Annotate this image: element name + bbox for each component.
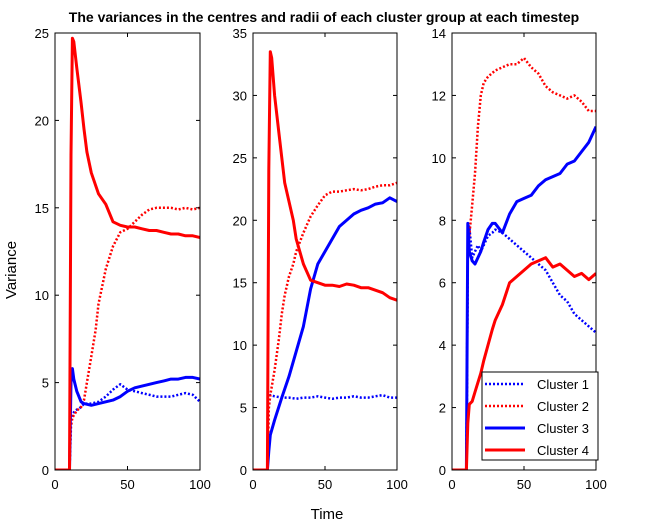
plot-area	[452, 56, 596, 470]
legend-item: Cluster 4	[485, 443, 589, 458]
axes-frame	[54, 32, 201, 471]
series-line-cluster-3	[55, 367, 200, 470]
x-tick-label: 50	[517, 477, 531, 492]
y-tick-label: 8	[439, 213, 446, 228]
series-line-cluster-3	[253, 196, 397, 470]
legend-item: Cluster 1	[485, 377, 589, 392]
x-tick-label: 50	[318, 477, 332, 492]
x-tick-label: 100	[585, 477, 607, 492]
legend-label: Cluster 3	[537, 421, 589, 436]
series-line-cluster-4	[452, 256, 596, 470]
y-tick-label: 5	[240, 401, 247, 416]
legend-label: Cluster 1	[537, 377, 589, 392]
series-line-cluster-2	[452, 56, 596, 470]
figure-title: The variances in the centres and radii o…	[69, 9, 579, 25]
series-line-cluster-1	[55, 383, 200, 470]
x-axis-label: Time	[311, 506, 344, 523]
y-tick-label: 4	[439, 338, 446, 353]
series-line-cluster-3	[452, 125, 596, 470]
series-line-cluster-2	[253, 181, 397, 470]
y-tick-label: 0	[439, 463, 446, 478]
plot-area	[253, 50, 397, 470]
y-tick-label: 5	[42, 376, 49, 391]
y-tick-label: 12	[432, 88, 446, 103]
y-tick-label: 30	[233, 88, 247, 103]
series-line-cluster-2	[55, 206, 200, 470]
y-tick-label: 25	[233, 151, 247, 166]
x-tick-label: 0	[51, 477, 58, 492]
y-tick-label: 20	[35, 113, 49, 128]
x-tick-label: 50	[120, 477, 134, 492]
legend-item: Cluster 3	[485, 421, 589, 436]
y-tick-label: 2	[439, 401, 446, 416]
series-line-cluster-4	[55, 36, 200, 470]
series-line-cluster-4	[253, 50, 397, 470]
x-tick-label: 100	[386, 477, 408, 492]
legend: Cluster 1 Cluster 2 Cluster 3 Cluster 4	[481, 371, 599, 461]
legend-label: Cluster 2	[537, 399, 589, 414]
y-tick-label: 6	[439, 276, 446, 291]
legend-item: Cluster 2	[485, 399, 589, 414]
y-tick-label: 10	[432, 151, 446, 166]
y-tick-label: 15	[233, 276, 247, 291]
plot-area	[55, 36, 200, 470]
chart-panel-2: 0 50 100 0 5 10 15 20 25 30 35	[233, 26, 408, 492]
y-tick-label: 10	[35, 288, 49, 303]
y-tick-label: 20	[233, 213, 247, 228]
legend-label: Cluster 4	[537, 443, 589, 458]
chart-panel-1: 0 50 100 0 5 10 15 20 25	[35, 26, 211, 492]
y-tick-label: 25	[35, 26, 49, 41]
chart-panel-3: 0 50 100 0 2 4 6 8 10 12 14	[432, 26, 607, 492]
x-tick-label: 0	[448, 477, 455, 492]
y-tick-label: 15	[35, 201, 49, 216]
y-tick-label: 14	[432, 26, 446, 41]
y-tick-label: 10	[233, 338, 247, 353]
legend-box	[481, 371, 599, 461]
series-line-cluster-1	[253, 393, 397, 470]
x-tick-label: 0	[249, 477, 256, 492]
y-tick-label: 35	[233, 26, 247, 41]
y-tick-label: 0	[42, 463, 49, 478]
y-tick-label: 0	[240, 463, 247, 478]
y-axis-label: Variance	[3, 241, 20, 299]
x-tick-label: 100	[189, 477, 211, 492]
